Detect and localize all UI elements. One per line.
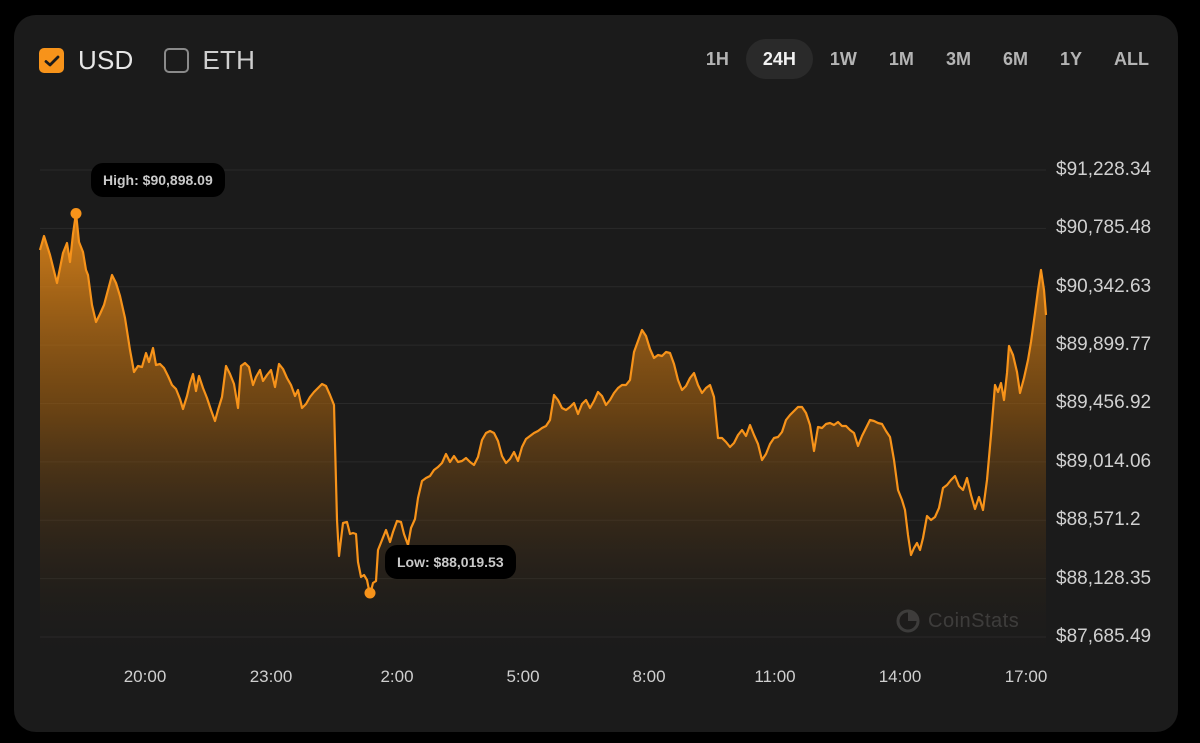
x-tick-label: 14:00 — [878, 667, 922, 686]
range-all[interactable]: ALL — [1114, 49, 1149, 69]
range-1y[interactable]: 1Y — [1059, 49, 1082, 69]
time-range-selector: 1H 24H 1W 1M 3M 6M 1Y ALL — [689, 39, 1164, 79]
eth-toggle[interactable]: ETH — [163, 45, 256, 76]
y-tick-label: $89,014.06 — [1056, 450, 1152, 472]
coinstats-logo-icon — [896, 609, 920, 633]
range-1w[interactable]: 1W — [829, 49, 857, 69]
y-tick-label: $90,342.63 — [1056, 275, 1152, 297]
x-tick-label: 20:00 — [123, 667, 167, 686]
price-line — [38, 211, 1048, 597]
x-tick-label: 8:00 — [632, 667, 666, 686]
usd-label: USD — [78, 45, 134, 75]
x-tick-label: 17:00 — [1004, 667, 1048, 686]
high-marker[interactable] — [70, 208, 82, 220]
price-area-fill — [40, 213, 1046, 655]
x-tick-label: 11:00 — [754, 667, 796, 686]
range-6m[interactable]: 6M — [1002, 49, 1028, 69]
y-tick-label: $89,899.77 — [1056, 334, 1152, 356]
y-tick-label: $87,685.49 — [1056, 626, 1152, 647]
low-marker[interactable] — [364, 587, 376, 599]
y-tick-label: $88,128.35 — [1056, 567, 1152, 589]
y-tick-label: $91,228.34 — [1056, 159, 1152, 180]
price-area-chart[interactable] — [14, 15, 1178, 732]
y-tick-label: $89,456.92 — [1056, 392, 1152, 414]
x-tick-label: 23:00 — [249, 667, 293, 686]
high-tooltip: High: $90,898.09 — [91, 163, 225, 197]
usd-checkbox[interactable] — [39, 48, 64, 73]
price-chart-card: USD ETH 1H 24H 1W 1M 3M 6M 1Y ALL High: … — [14, 15, 1178, 732]
y-tick-label: $88,571.2 — [1056, 509, 1141, 531]
usd-toggle[interactable]: USD — [39, 45, 134, 76]
eth-checkbox[interactable] — [163, 48, 189, 73]
coinstats-watermark: CoinStats — [896, 609, 1019, 633]
x-tick-label: 2:00 — [380, 667, 414, 686]
eth-label: ETH — [202, 45, 256, 75]
range-3m[interactable]: 3M — [945, 49, 971, 69]
y-tick-label: $90,785.48 — [1056, 217, 1152, 239]
range-24h[interactable]: 24H — [745, 39, 813, 79]
currency-toggles: USD ETH — [39, 45, 285, 76]
low-tooltip: Low: $88,019.53 — [385, 545, 516, 579]
x-tick-label: 5:00 — [506, 667, 540, 686]
watermark-text: CoinStats — [928, 609, 1020, 632]
range-1h[interactable]: 1H — [705, 49, 729, 69]
range-1m[interactable]: 1M — [888, 49, 914, 69]
checkmark-icon — [44, 55, 59, 66]
